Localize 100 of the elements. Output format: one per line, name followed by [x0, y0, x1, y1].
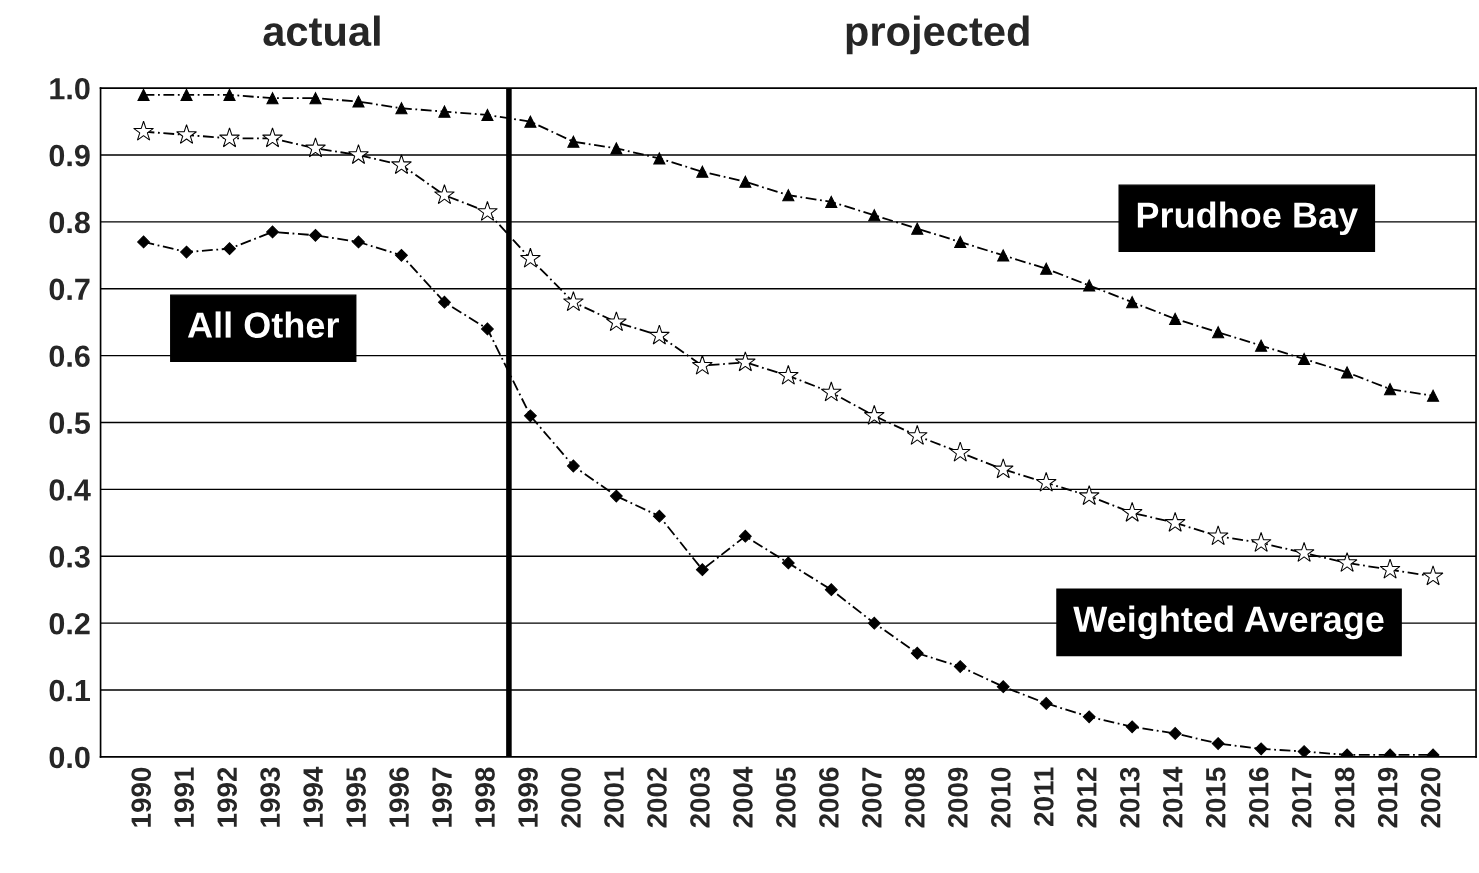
y-tick-label: 0.0	[49, 746, 90, 769]
point	[1336, 552, 1358, 572]
point	[137, 88, 150, 101]
point	[1125, 720, 1139, 734]
text: projected	[846, 15, 1029, 55]
x-tick-label: 2010	[991, 767, 1011, 828]
point	[1379, 558, 1401, 579]
point	[953, 660, 967, 674]
x-tick-label: 2003	[690, 767, 710, 828]
point	[266, 225, 279, 239]
y-tick-label: 0.5	[49, 412, 90, 434]
point	[223, 242, 236, 256]
point	[1254, 742, 1268, 756]
text: actual	[263, 15, 380, 47]
series-label: Prudhoe Bay	[1137, 201, 1358, 236]
point	[395, 102, 408, 115]
x-tick-label: 1996	[389, 767, 409, 827]
x-tick-label: 2012	[1076, 767, 1097, 828]
point	[567, 135, 580, 148]
point	[1422, 565, 1444, 586]
x-tick-label: 2013	[1119, 767, 1140, 828]
point	[180, 245, 193, 259]
point	[395, 248, 408, 262]
point	[434, 184, 455, 205]
point	[652, 509, 666, 523]
point	[481, 322, 494, 336]
x-tick-label: 2004	[733, 766, 753, 828]
point	[996, 680, 1010, 694]
x-tick-label: 2015	[1205, 767, 1226, 828]
point	[305, 137, 326, 158]
y-tick-label: 1.0	[50, 77, 90, 100]
point	[219, 127, 240, 148]
point	[352, 95, 365, 108]
x-tick-label: 2018	[1334, 767, 1355, 828]
point	[1207, 525, 1229, 546]
point	[562, 291, 584, 312]
x-tick-label: 2005	[776, 767, 796, 828]
point	[691, 354, 713, 375]
point	[739, 175, 752, 188]
point	[648, 324, 670, 345]
point	[954, 235, 967, 249]
point	[906, 424, 928, 445]
point	[696, 165, 709, 178]
x-tick-label: 2007	[862, 767, 882, 828]
y-tick-label: 0.6	[49, 345, 90, 368]
point	[262, 127, 283, 148]
x-tick-label: 2008	[905, 767, 925, 828]
x-tick-label: 1998	[475, 767, 495, 827]
point	[997, 249, 1010, 262]
point	[1083, 279, 1096, 292]
x-tick-label: 2000	[561, 767, 581, 828]
point	[1078, 485, 1100, 506]
point	[1383, 383, 1397, 396]
point	[781, 556, 795, 570]
point	[1341, 366, 1354, 379]
x-tick-label: 2017	[1291, 767, 1312, 828]
y-tick-label: 0.9	[49, 144, 90, 167]
point	[867, 616, 881, 630]
point	[1082, 710, 1096, 724]
x-tick-label: 2011	[1033, 767, 1054, 826]
point	[481, 108, 494, 121]
point	[309, 92, 322, 105]
point	[309, 228, 322, 242]
x-tick-label: 2016	[1248, 767, 1269, 828]
point	[782, 189, 795, 202]
series-label: Weighted Average	[1073, 605, 1384, 640]
point	[910, 646, 924, 660]
point	[992, 458, 1014, 479]
x-tick-label: 1995	[346, 767, 366, 827]
x-tick-label: 1990	[131, 767, 152, 827]
point	[523, 409, 537, 423]
point	[1121, 501, 1143, 522]
point	[266, 92, 279, 105]
x-tick-label: 1999	[518, 767, 538, 827]
point	[1250, 531, 1272, 552]
y-tick-label: 0.3	[49, 546, 90, 568]
point	[524, 115, 537, 128]
point	[777, 364, 799, 385]
point	[1212, 326, 1225, 339]
point	[438, 295, 451, 309]
y-tick-label: 0.2	[49, 612, 90, 635]
point	[653, 152, 666, 165]
y-tick-label: 0.1	[49, 679, 90, 702]
point	[1168, 727, 1182, 740]
y-tick-label: 0.7	[49, 278, 90, 301]
x-tick-label: 1991	[174, 767, 194, 827]
y-tick-label: 0.4	[49, 479, 91, 501]
point	[738, 529, 752, 543]
point	[1039, 696, 1053, 710]
point	[610, 142, 623, 155]
point	[477, 200, 498, 221]
y-tick-label: 0.8	[49, 211, 90, 234]
point	[1293, 542, 1315, 562]
point	[868, 209, 881, 222]
point	[352, 235, 365, 249]
point	[820, 381, 842, 402]
x-tick-label: 2014	[1162, 766, 1183, 828]
point	[1169, 312, 1182, 325]
point	[1035, 471, 1057, 492]
point	[1164, 511, 1186, 532]
